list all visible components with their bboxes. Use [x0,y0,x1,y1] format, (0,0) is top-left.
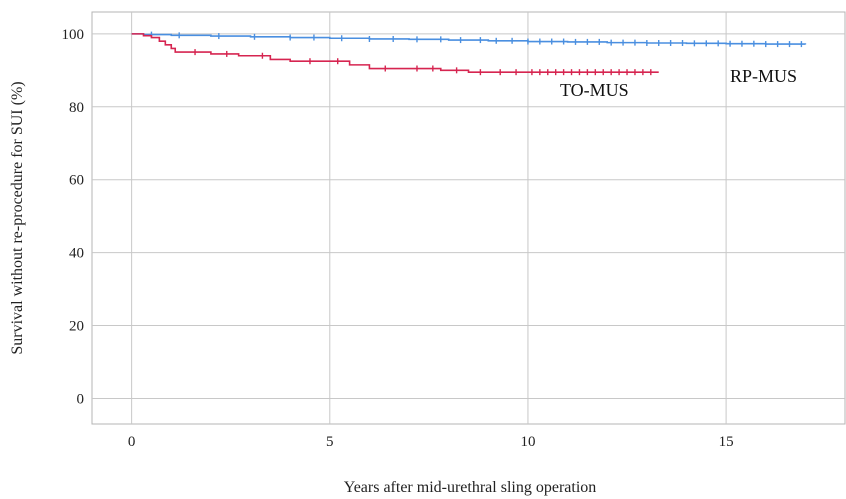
y-tick-label-100: 100 [62,27,85,43]
y-tick-label-40: 40 [69,246,84,262]
series-label-to-mus: TO-MUS [560,80,629,100]
y-tick-label-0: 0 [77,391,85,407]
x-tick-label-0: 0 [128,434,136,450]
grid [92,12,845,424]
y-tick-label-80: 80 [69,100,84,116]
y-tick-label-20: 20 [69,319,84,335]
x-tick-label-15: 15 [719,434,734,450]
survival-curve-rp-mus [131,33,807,45]
tick-labels: 0 5 10 15 0 20 40 60 80 100 [62,27,734,450]
y-tick-label-60: 60 [69,173,84,189]
series-layer [131,31,807,76]
series-to-mus [131,33,659,76]
x-axis-title: Years after mid-urethral sling operation [344,479,597,496]
plot-area [91,11,846,425]
x-tick-label-5: 5 [326,434,334,450]
series-rp-mus [131,31,807,48]
y-axis-title: Survival without re-procedure for SUI (%… [9,81,26,354]
x-tick-label-10: 10 [520,434,535,450]
series-label-rp-mus: RP-MUS [730,66,797,86]
survival-curve-to-mus [131,33,659,73]
